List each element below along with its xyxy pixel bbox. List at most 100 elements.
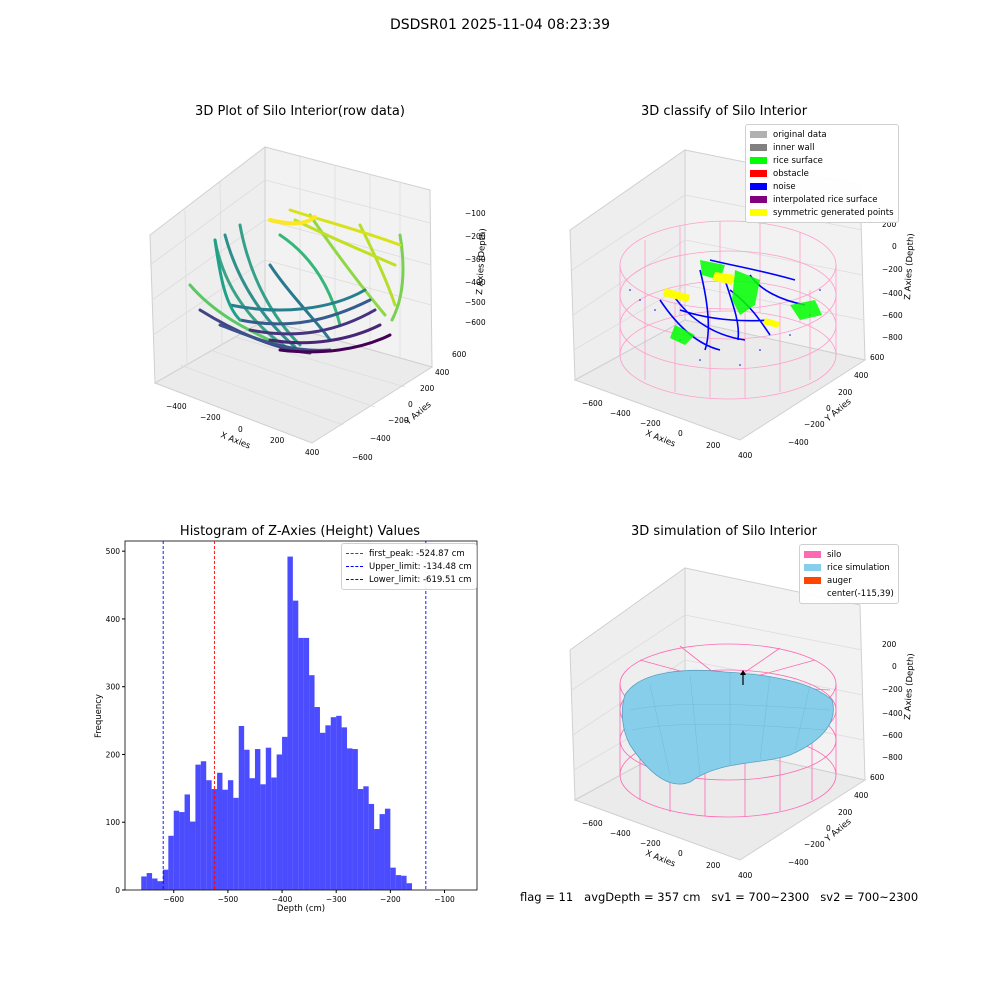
svg-text:−500: −500 bbox=[465, 298, 486, 307]
svg-text:400: 400 bbox=[738, 871, 753, 880]
histogram-bar bbox=[179, 812, 185, 890]
swatch-obstacle bbox=[750, 170, 767, 177]
histogram-bar bbox=[347, 748, 353, 890]
status-sv2: sv2 = 700~2300 bbox=[820, 890, 919, 904]
histogram-bar bbox=[238, 726, 245, 890]
svg-text:0: 0 bbox=[892, 662, 897, 671]
panel1-title: 3D Plot of Silo Interior(row data) bbox=[195, 104, 405, 119]
svg-text:0: 0 bbox=[826, 824, 831, 833]
histogram-bar bbox=[363, 786, 369, 890]
svg-text:400: 400 bbox=[738, 451, 753, 460]
panel2-pane-floor bbox=[573, 319, 867, 441]
histogram-bar bbox=[406, 883, 413, 890]
panel1-z-ticks: −100 −200 −300 −400 −500 −600 bbox=[465, 209, 486, 327]
legend-interpolated: interpolated rice surface bbox=[750, 193, 894, 206]
svg-text:−600: −600 bbox=[882, 311, 903, 320]
histogram-legend: first_peak: -524.87 cm Upper_limit: -134… bbox=[341, 543, 477, 590]
histogram-bar bbox=[168, 835, 174, 890]
histogram-bar bbox=[384, 808, 391, 890]
panel4-z-ticks: 200 0 −200 −400 −600 −800 bbox=[882, 640, 903, 762]
svg-text:−200: −200 bbox=[882, 265, 903, 274]
legend-lower-limit: Lower_limit: -619.51 cm bbox=[346, 573, 472, 586]
svg-text:−400: −400 bbox=[788, 438, 809, 447]
y-tick-label: 100 bbox=[106, 818, 121, 827]
x-tick-label: −400 bbox=[272, 895, 293, 904]
histogram-bar bbox=[184, 794, 190, 890]
histogram-bar bbox=[298, 637, 304, 890]
svg-text:−400: −400 bbox=[882, 289, 903, 298]
panel4-legend: silo rice simulation auger center(-115,3… bbox=[799, 544, 899, 604]
svg-text:−200: −200 bbox=[388, 416, 409, 425]
histogram-bar bbox=[292, 600, 299, 890]
legend-rice-surface: rice surface bbox=[750, 154, 894, 167]
swatch-upper-limit bbox=[346, 566, 363, 567]
histogram-bar bbox=[287, 556, 293, 890]
histogram-y-label: Frequency bbox=[94, 694, 104, 738]
panel1-y-ticks: −600 −400 −200 0 200 400 600 bbox=[352, 350, 467, 462]
svg-text:−200: −200 bbox=[200, 413, 221, 422]
svg-text:200: 200 bbox=[270, 436, 285, 445]
svg-text:0: 0 bbox=[678, 429, 683, 438]
panel2-symmetric-points bbox=[663, 272, 780, 328]
svg-text:−400: −400 bbox=[465, 278, 486, 287]
swatch-noise bbox=[750, 183, 767, 190]
histogram-bar bbox=[157, 881, 163, 890]
histogram-bar bbox=[336, 715, 342, 890]
panel2-title: 3D classify of Silo Interior bbox=[640, 104, 808, 119]
panel1-x-label: X Axies bbox=[219, 431, 252, 452]
panel4-z-label: Z Axies (Depth) bbox=[903, 653, 916, 720]
histogram-bars bbox=[141, 556, 413, 890]
svg-text:−600: −600 bbox=[465, 318, 486, 327]
histogram-bar bbox=[162, 869, 169, 890]
histogram-bar bbox=[374, 829, 380, 890]
svg-text:0: 0 bbox=[408, 400, 413, 409]
x-tick-label: −500 bbox=[218, 895, 239, 904]
svg-text:−800: −800 bbox=[882, 333, 903, 342]
histogram-bar bbox=[330, 717, 337, 890]
histogram-title: Histogram of Z-Axies (Height) Values bbox=[179, 524, 421, 539]
legend-obstacle: obstacle bbox=[750, 167, 894, 180]
swatch-auger bbox=[804, 577, 821, 584]
y-tick-label: 500 bbox=[106, 547, 121, 556]
svg-text:200: 200 bbox=[838, 808, 853, 817]
svg-text:−600: −600 bbox=[352, 453, 373, 462]
histogram-bar bbox=[249, 778, 255, 890]
status-flag: flag = 11 bbox=[520, 890, 574, 904]
svg-text:600: 600 bbox=[452, 350, 467, 359]
panel1-pane-floor bbox=[153, 319, 434, 444]
svg-text:−600: −600 bbox=[882, 731, 903, 740]
svg-text:400: 400 bbox=[854, 791, 869, 800]
swatch-symmetric bbox=[750, 209, 767, 216]
legend-center: center(-115,39) bbox=[804, 587, 894, 600]
histogram-bar bbox=[368, 803, 375, 890]
histogram-bar bbox=[314, 707, 320, 890]
legend-rice-simulation: rice simulation bbox=[804, 561, 894, 574]
histogram-bar bbox=[357, 789, 364, 890]
histogram-bar bbox=[390, 867, 396, 890]
svg-text:−400: −400 bbox=[610, 829, 631, 838]
svg-text:0: 0 bbox=[892, 242, 897, 251]
histogram-bar bbox=[189, 821, 196, 890]
y-tick-label: 300 bbox=[106, 683, 121, 692]
histogram-bar bbox=[244, 749, 250, 890]
legend-original-data: original data bbox=[750, 128, 894, 141]
histogram-x-ticks: −600 −500 −400 −300 −200 −100 bbox=[163, 890, 455, 904]
svg-text:−100: −100 bbox=[465, 209, 486, 218]
status-avg-depth: avgDepth = 357 cm bbox=[584, 890, 701, 904]
swatch-interpolated bbox=[750, 196, 767, 203]
histogram-bar bbox=[341, 727, 348, 890]
swatch-rice-simulation bbox=[804, 564, 821, 571]
histogram-bar bbox=[141, 876, 147, 890]
histogram-bar bbox=[395, 875, 402, 890]
histogram-bar bbox=[206, 780, 212, 890]
x-tick-label: −200 bbox=[380, 895, 401, 904]
histogram-bar bbox=[260, 784, 266, 890]
svg-text:−200: −200 bbox=[640, 839, 661, 848]
panel4-x-ticks: −600 −400 −200 0 200 400 bbox=[582, 819, 753, 880]
histogram-bar bbox=[276, 754, 283, 890]
swatch-inner-wall bbox=[750, 144, 767, 151]
figure-title: DSDSR01 2025-11-04 08:23:39 bbox=[389, 17, 610, 33]
panel4-y-ticks: −400 −200 0 200 400 600 bbox=[788, 773, 885, 867]
histogram-bar bbox=[401, 875, 407, 890]
histogram-bar bbox=[303, 637, 310, 890]
